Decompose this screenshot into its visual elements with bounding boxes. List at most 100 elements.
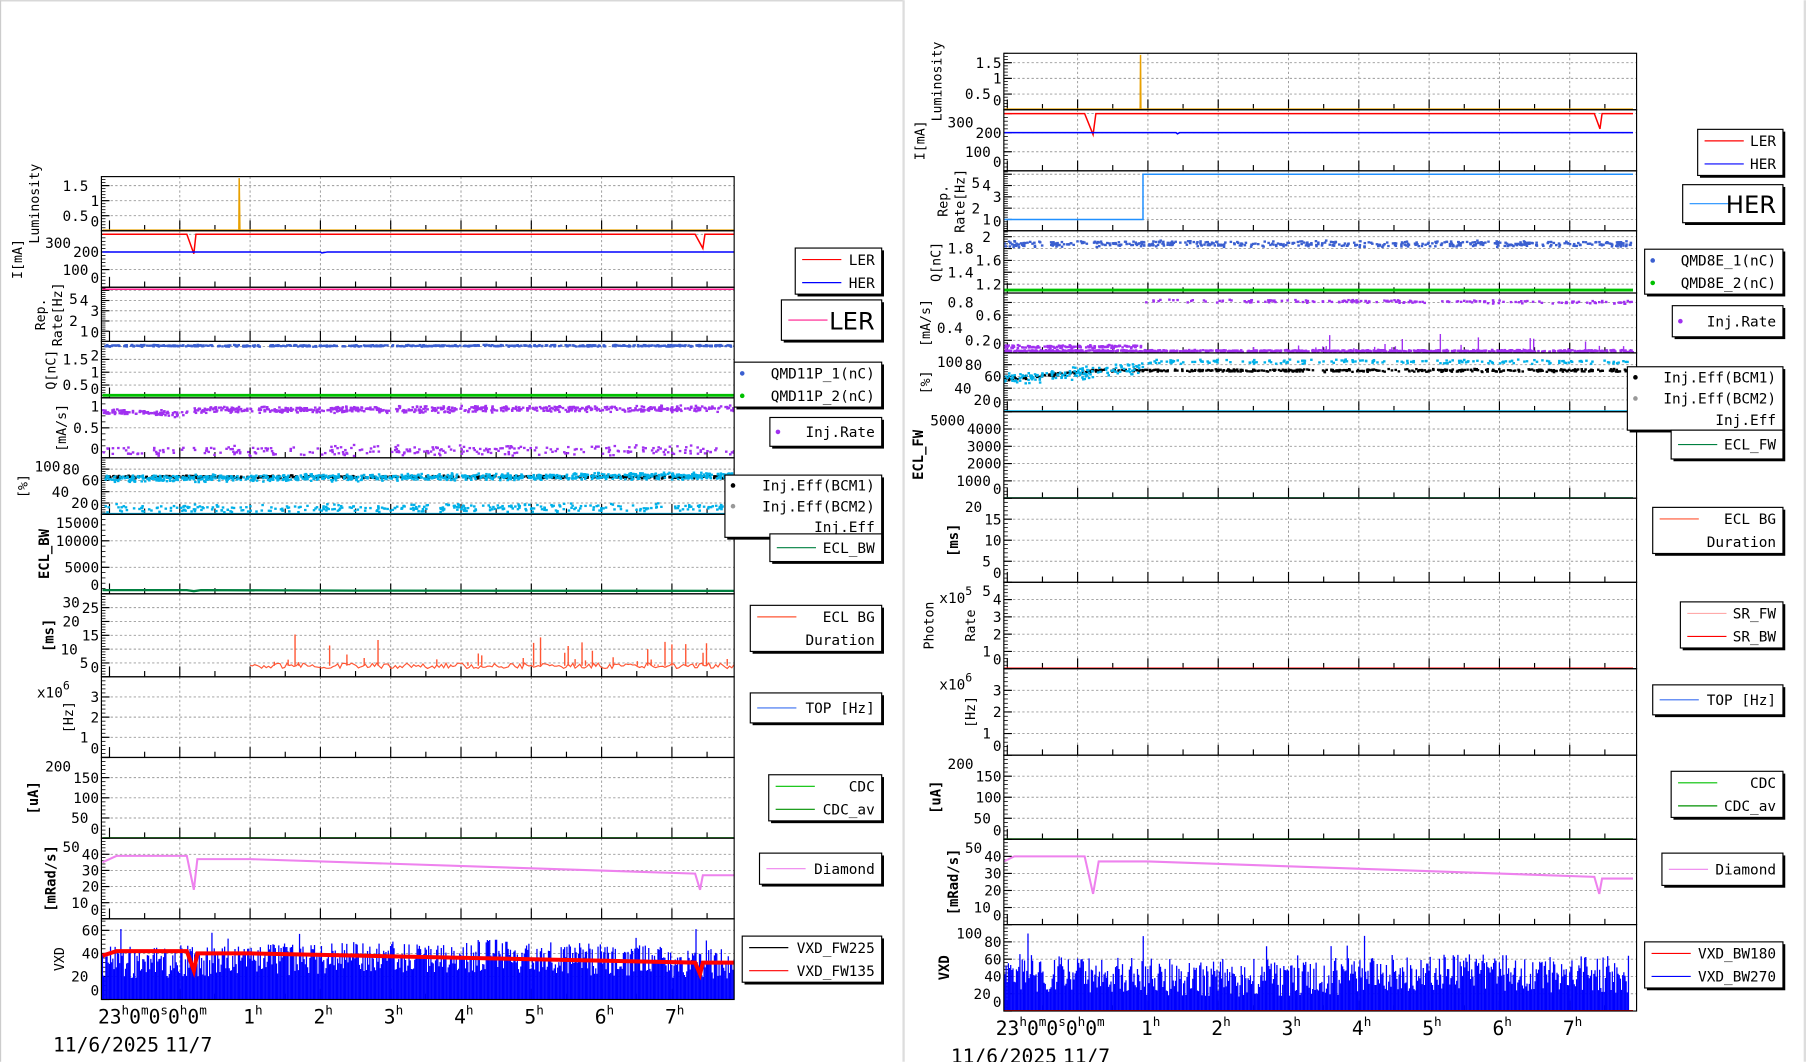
series-inj-rate-point [513,451,516,455]
series-qmd11p-1-nc-point [156,344,159,347]
series-inj-rate-point [509,445,513,448]
series-qmd11p-1-nc-point [716,344,720,347]
series-qmd8e-1-nc-point [1108,242,1111,245]
series-inj-eff-bcm2-point [574,472,578,476]
series-inj-eff-bcm1-point [117,474,121,478]
series-layer [102,471,735,515]
series-inj-rate-point [605,408,608,411]
series-inj-eff-bcm2-point [406,472,410,476]
series-inj-rate-point [607,450,611,454]
series-inj-rate-point [396,410,399,413]
series-qmd11p-1-nc-point [189,344,192,347]
y-tick-label: 200 [45,759,71,775]
series-inj-eff-bcm2-point [403,476,407,479]
series-inj-rate-point [127,446,130,449]
series-inj-eff-bcm2-point [130,476,134,479]
series-inj-eff-bcm2-point [516,508,520,511]
series-inj-rate-point [491,406,494,409]
series-qmd11p-1-nc-point [726,344,730,347]
series-inj-rate-point [313,406,317,409]
series-inj-rate-point [482,406,486,409]
series-inj-eff-bcm2-point [699,474,702,477]
series-inj-eff-bcm2-point [142,510,146,513]
series-inj-eff-bcm2-point [464,478,468,481]
series-inj-eff-bcm2-point [540,508,544,511]
series-inj-rate-point [377,407,380,410]
series-inj-eff-bcm2-point [122,505,126,508]
series-inj-rate-point [666,451,670,454]
series-inj-eff-bcm1-point [168,474,171,478]
series-inj-rate-point [564,452,567,455]
series-inj-rate-point [214,406,218,409]
series-inj-rate-point [675,406,679,409]
series-qmd11p-1-nc-point [168,344,171,347]
series-inj-rate-point [134,412,138,416]
series-inj-rate-point [715,447,718,450]
series-inj-eff-bcm2-point [681,478,685,481]
series-qmd11p-1-nc-point [314,344,317,348]
series-layer [101,928,735,1000]
series-inj-eff-bcm2-point [446,503,450,507]
series-inj-eff-bcm2-point [487,504,490,507]
series-inj-eff-bcm2-point [193,503,197,506]
series-inj-eff-bcm2-point [604,506,608,509]
series-qmd11p-1-nc-point [523,344,526,347]
series-inj-eff-bcm2-point [324,505,328,509]
series-inj-eff-bcm2-point [338,507,342,510]
series-inj-rate-point [642,405,646,409]
series-inj-eff-bcm2-point [142,477,146,480]
series-inj-eff-bcm2-point [636,474,639,477]
legend-box: ECL_BW [769,533,884,564]
series-inj-eff-bcm2-point [485,472,488,476]
series-inj-rate-point [613,405,616,409]
series-qmd11p-1-nc-point [602,344,605,347]
series-inj-eff-bcm2-point [554,509,558,512]
series-inj-eff-bcm2-point [536,503,539,507]
series-inj-rate-point [208,409,212,412]
series-inj-rate-point [234,410,238,413]
series-inj-rate-point [729,453,732,456]
series-inj-rate-point [617,450,621,453]
series-inj-eff-bcm2-point [376,509,379,512]
series-inj-rate-point [626,450,630,453]
series-inj-rate-point [180,411,184,414]
x-tick-label: 6h [595,1002,614,1028]
series-inj-eff-bcm2-point [268,479,272,483]
series-inj-eff-bcm2-point [240,509,243,512]
series-inj-eff-bcm2-point [228,477,232,480]
series-inj-rate-point [120,410,123,413]
series-inj-eff-bcm2-point [439,478,442,481]
series-qmd11p-1-nc-point [176,345,180,348]
series-inj-rate-point [315,409,318,412]
series-inj-eff-bcm2-point [262,480,265,483]
series-inj-eff-bcm2-point [698,509,702,512]
series-inj-eff-bcm1-point [561,476,565,480]
series-inj-rate-point [158,411,162,414]
series-inj-eff-bcm2-point [638,477,641,480]
y-tick-label: 0 [90,903,99,919]
y-tick-label: 1.6 [976,254,1002,270]
series-inj-rate-point [113,412,117,416]
series-qmd11p-1-nc-point [373,345,377,348]
series-inj-rate-point [393,448,397,452]
left-chart-stack: 00.511.5Luminosity0100200300I[mA]012345R… [11,164,884,1056]
series-inj-eff-bcm2-point [694,473,697,476]
series-qmd8e-1-nc-point [1033,241,1036,244]
y-tick-label: 1.5 [62,179,88,195]
series-inj-rate-point [379,408,382,411]
series-inj-rate-point [111,409,114,412]
series-inj-eff-bcm2-point [246,510,250,513]
series-inj-rate-point [106,411,110,414]
legend-label: CDC [849,779,875,795]
series-inj-rate-point [203,451,207,455]
series-inj-rate-point [274,453,277,456]
series-inj-eff-bcm2-point [690,473,694,476]
series-inj-rate-point [111,452,115,456]
series-inj-eff-bcm1-point [617,475,620,478]
series-inj-rate-point [589,406,592,409]
series-inj-rate-point [567,445,570,449]
series-inj-eff-bcm2-point [231,478,235,482]
series-inj-eff-bcm2-point [417,505,421,508]
series-inj-eff-bcm2-point [457,506,461,509]
series-inj-eff-bcm2-point [294,475,298,479]
